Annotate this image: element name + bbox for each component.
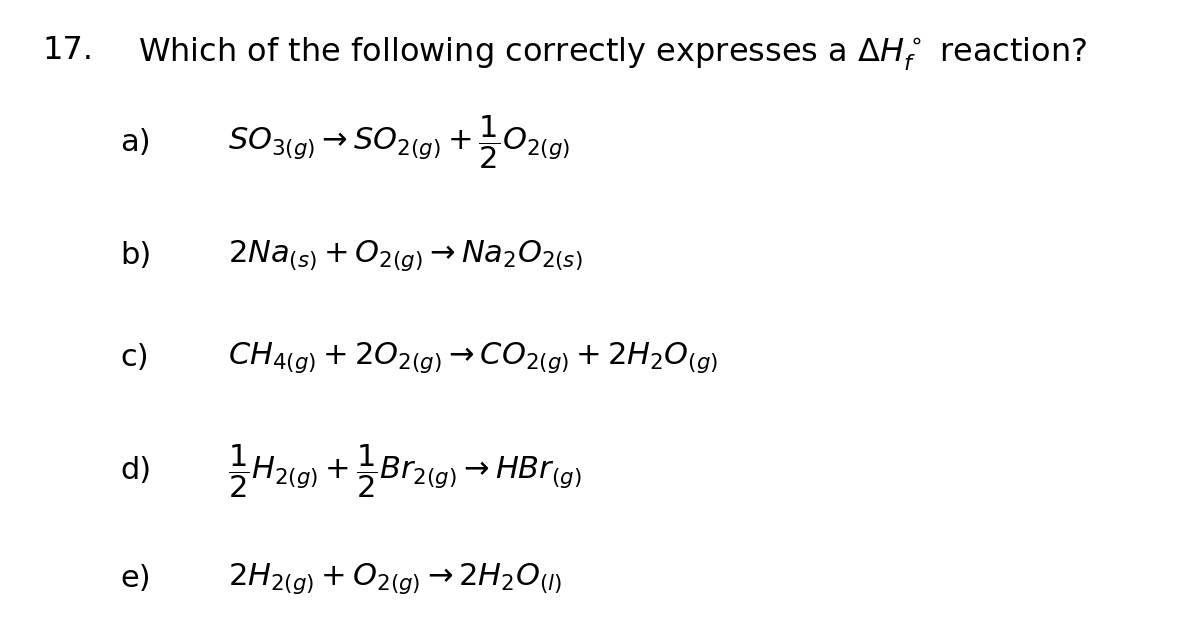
Text: a): a) (120, 128, 151, 157)
Text: d): d) (120, 456, 151, 485)
Text: e): e) (120, 564, 151, 593)
Text: $SO_{3(g)} \rightarrow SO_{2(g)} + \dfrac{1}{2}O_{2(g)}$: $SO_{3(g)} \rightarrow SO_{2(g)} + \dfra… (228, 113, 570, 171)
Text: $2Na_{(s)} + O_{2(g)} \rightarrow Na_2O_{2(s)}$: $2Na_{(s)} + O_{2(g)} \rightarrow Na_2O_… (228, 238, 582, 274)
Text: Which of the following correctly expresses a $\Delta H_f^\circ$ reaction?: Which of the following correctly express… (138, 35, 1087, 72)
Text: c): c) (120, 343, 149, 372)
Text: $\dfrac{1}{2}H_{2(g)} + \dfrac{1}{2}Br_{2(g)} \rightarrow HBr_{(g)}$: $\dfrac{1}{2}H_{2(g)} + \dfrac{1}{2}Br_{… (228, 442, 582, 500)
Text: b): b) (120, 241, 151, 270)
Text: 17.: 17. (42, 35, 94, 66)
Text: $2H_{2(g)} + O_{2(g)} \rightarrow 2H_2O_{(l)}$: $2H_{2(g)} + O_{2(g)} \rightarrow 2H_2O_… (228, 561, 562, 596)
Text: $CH_{4(g)} + 2O_{2(g)} \rightarrow CO_{2(g)} + 2H_2O_{(g)}$: $CH_{4(g)} + 2O_{2(g)} \rightarrow CO_{2… (228, 339, 719, 375)
